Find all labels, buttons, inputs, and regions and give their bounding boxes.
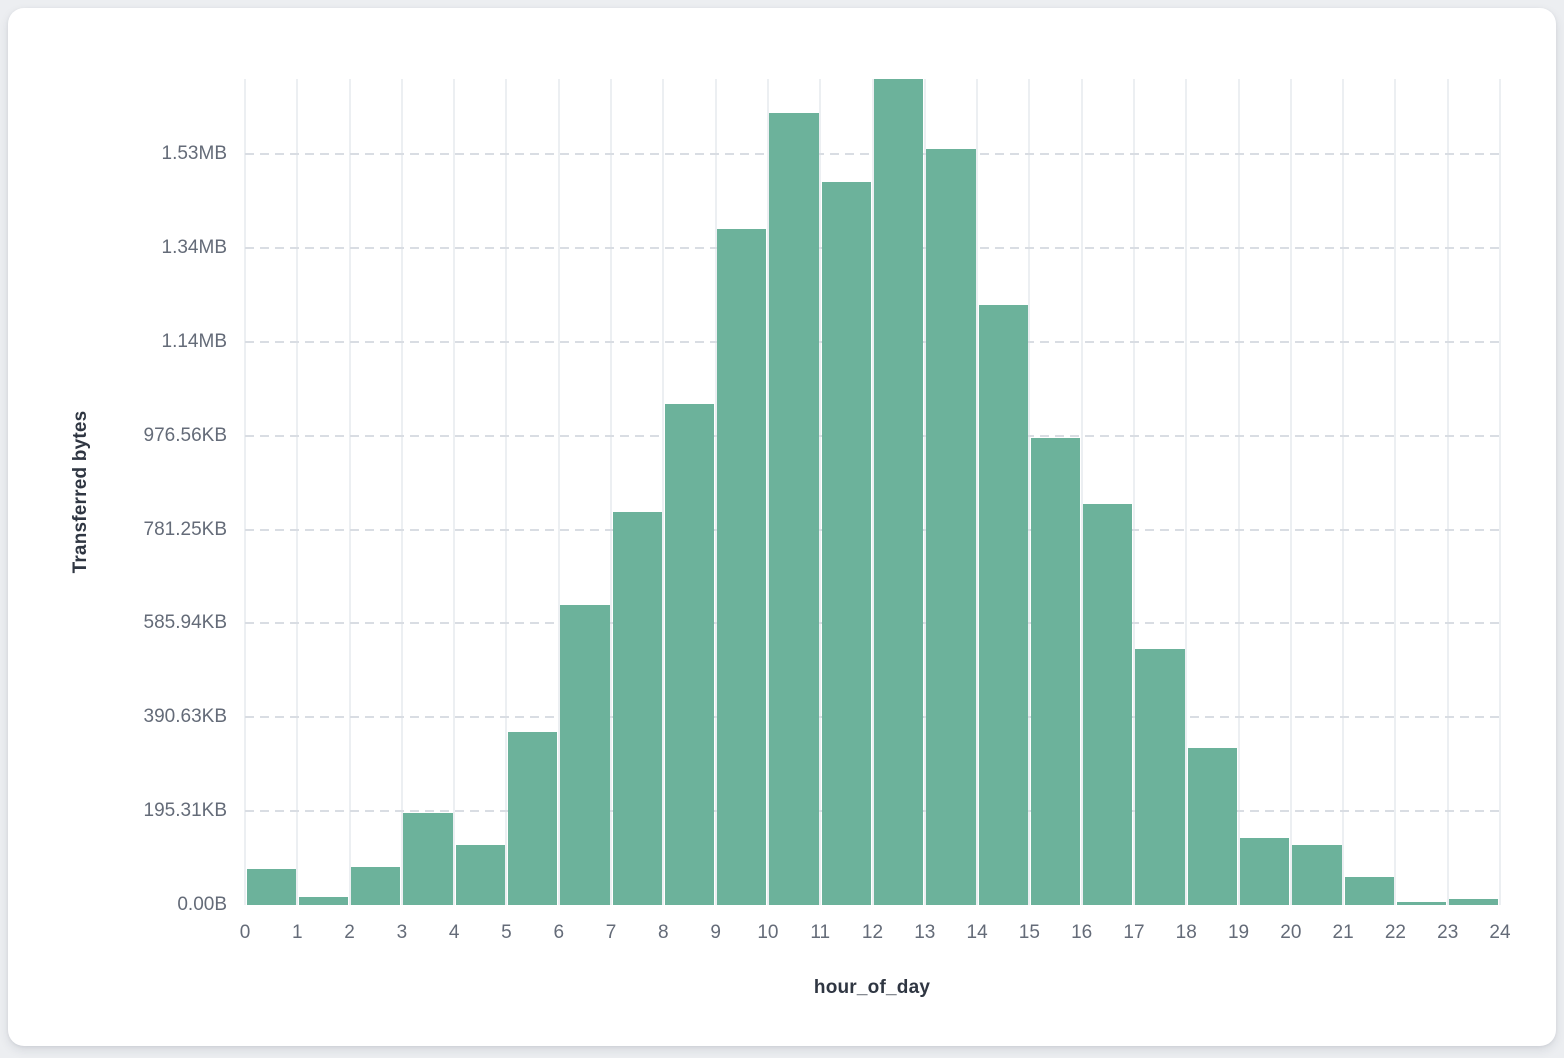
histogram-bar-hour-15[interactable] [1030,437,1081,905]
x-tick-label: 6 [553,922,565,943]
gridline-vertical [662,79,665,905]
x-tick-label: 14 [966,922,988,943]
y-tick-label: 0.00B [177,894,227,915]
gridline-horizontal [245,810,1500,813]
gridline-vertical [610,79,613,905]
gridline-vertical [1499,79,1501,905]
y-axis-tick-labels: 0.00B 195.31KB 390.63KB 585.94KB 781.25KB 976… [8,79,227,915]
x-tick-label: 2 [344,922,355,943]
histogram-bar-hour-0[interactable] [246,868,296,905]
y-tick-label: 781.25KB [143,518,227,540]
gridline-horizontal [245,340,1500,343]
x-tick-label: 3 [396,922,408,943]
y-tick-label: 976.56KB [143,424,227,446]
x-tick-label: 0 [239,922,251,943]
x-tick-label: 8 [658,922,669,943]
histogram-bar-hour-8[interactable] [664,404,715,905]
gridline-vertical [1289,79,1292,905]
x-tick-label: 17 [1123,922,1145,943]
gridline-vertical [557,79,560,905]
y-tick-label: 585.94KB [143,612,227,634]
histogram-bar-hour-14[interactable] [978,305,1028,905]
gridline-vertical [1132,79,1135,905]
x-tick-label: 1 [291,922,303,943]
gridline-vertical [1342,79,1345,905]
histogram-bar-hour-19[interactable] [1240,837,1290,905]
gridline-horizontal [245,622,1500,625]
gridline-vertical [400,79,403,905]
histogram-bar-hour-6[interactable] [560,604,610,905]
y-axis-title: Transferred bytes [70,410,91,574]
histogram-bar-hour-13[interactable] [926,148,976,905]
gridline-vertical [1185,79,1188,905]
histogram-bar-hour-3[interactable] [403,813,453,905]
gridline-horizontal [245,434,1500,437]
y-tick-label: 1.14MB [161,330,227,352]
x-axis-tick-labels: 0 1 2 3 4 5 6 7 8 9 10 11 12 13 14 15 16 17 18 19 20 21 22 23 24 [240,920,1511,946]
gridline-vertical [871,79,874,905]
x-tick-label: 18 [1175,922,1197,943]
histogram-bar-hour-9[interactable] [717,229,767,905]
x-tick-label: 11 [810,922,831,943]
x-tick-label: 10 [757,922,779,943]
y-tick-label: 390.63KB [143,706,227,728]
histogram-bar-hour-18[interactable] [1187,747,1238,905]
gridline-vertical [505,79,508,905]
y-tick-label: 1.34MB [161,236,227,258]
histogram-bar-hour-16[interactable] [1083,503,1133,905]
gridline-vertical [976,79,979,905]
gridline-vertical [1237,79,1240,905]
histogram-bar-hour-23[interactable] [1449,898,1499,905]
x-tick-label: 5 [501,922,512,943]
gridline-vertical [714,79,717,905]
histogram-bar-hour-22[interactable] [1396,902,1447,905]
x-tick-label: 7 [605,922,617,943]
y-tick-label: 1.53MB [161,143,227,165]
gridline-horizontal [245,246,1500,249]
x-tick-label: 12 [861,922,884,943]
gridline-horizontal [245,528,1500,531]
gridline-vertical [819,79,822,905]
x-tick-label: 23 [1437,922,1459,943]
gridline-vertical [1028,79,1031,905]
x-tick-label: 19 [1227,922,1250,943]
histogram-bar-hour-11[interactable] [821,182,871,905]
histogram-bar-hour-10[interactable] [769,112,819,905]
histogram-bar-hour-12[interactable] [874,79,924,905]
histogram-bar-hour-5[interactable] [507,731,558,905]
histogram-bar-hour-7[interactable] [612,511,662,905]
histogram-bar-hour-20[interactable] [1292,844,1342,905]
x-tick-label: 20 [1280,922,1302,943]
gridline-horizontal [245,153,1500,156]
gridline-vertical [1080,79,1083,905]
gridline-vertical [453,79,456,905]
histogram-bar-hour-1[interactable] [298,897,349,905]
gridline-vertical [348,79,351,905]
x-tick-label: 22 [1384,922,1406,943]
gridline-vertical [923,79,926,905]
gridline-vertical [766,79,769,905]
x-tick-label: 13 [914,922,936,943]
gridline-vertical [1446,79,1449,905]
chart-card: 0.00B 195.31KB 390.63KB 585.94KB 781.25KB 976… [8,8,1556,1046]
x-tick-label: 4 [448,922,460,943]
x-tick-label: 24 [1489,922,1511,943]
histogram-bar-hour-17[interactable] [1135,648,1185,905]
gridline-vertical [244,79,246,905]
plot-area [244,79,1501,905]
gridline-vertical [296,79,299,905]
histogram-bar-hour-21[interactable] [1344,876,1394,905]
histogram-bar-hour-4[interactable] [455,844,505,905]
histogram-bar-hour-2[interactable] [351,867,401,905]
x-axis-title: hour_of_day [813,977,931,998]
y-tick-label: 195.31KB [143,800,227,822]
x-tick-label: 21 [1332,922,1354,943]
x-tick-label: 9 [710,922,721,943]
x-tick-label: 16 [1071,922,1093,943]
gridline-vertical [1394,79,1397,905]
gridline-horizontal [245,716,1500,719]
x-tick-label: 15 [1018,922,1040,943]
